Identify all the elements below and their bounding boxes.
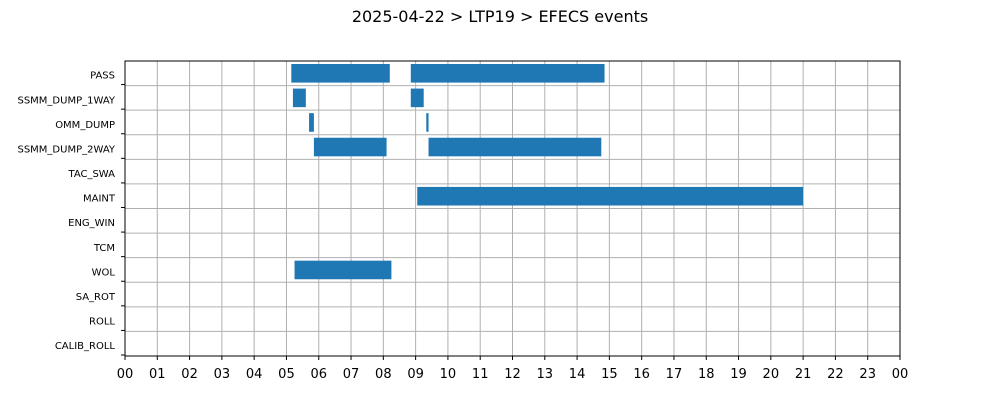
event-bar xyxy=(294,260,392,280)
event-bar xyxy=(426,113,429,132)
y-tick-label: ROLL xyxy=(89,317,115,328)
x-tick-label: 12 xyxy=(504,367,521,382)
x-tick-label: 09 xyxy=(407,367,424,382)
y-tick-label: PASS xyxy=(90,71,115,82)
y-tick-label: TCM xyxy=(93,243,115,254)
x-tick-label: 00 xyxy=(892,367,909,382)
bars-layer xyxy=(291,64,804,280)
y-tick-label: CALIB_ROLL xyxy=(55,341,116,352)
y-tick-label: ENG_WIN xyxy=(68,218,115,229)
event-bar xyxy=(309,113,314,132)
y-tick-label: SSMM_DUMP_2WAY xyxy=(17,144,115,155)
event-bar xyxy=(313,137,387,157)
event-bar xyxy=(417,186,804,206)
x-tick-label: 21 xyxy=(795,367,812,382)
event-bar xyxy=(292,88,306,108)
x-tick-label: 02 xyxy=(181,367,198,382)
event-bar xyxy=(410,64,605,83)
y-tick-label: TAC_SWA xyxy=(67,169,115,180)
y-tick-label: MAINT xyxy=(83,194,116,205)
x-tick-label: 01 xyxy=(149,367,166,382)
x-tick-label: 00 xyxy=(117,367,134,382)
event-bar xyxy=(291,64,390,83)
x-tick-label: 10 xyxy=(440,367,457,382)
x-tick-label: 17 xyxy=(666,367,683,382)
x-tick-label: 14 xyxy=(569,367,586,382)
x-tick-label: 23 xyxy=(859,367,876,382)
x-tick-label: 22 xyxy=(827,367,844,382)
x-tick-label: 15 xyxy=(601,367,618,382)
x-tick-label: 18 xyxy=(698,367,715,382)
y-tick-label: SA_ROT xyxy=(76,292,116,303)
axes-layer: PASS SSMM_DUMP_1WAY OMM_DUMP SSMM_DUMP_2WAY… xyxy=(17,60,909,382)
x-tick-label: 20 xyxy=(763,367,780,382)
x-tick-label: 11 xyxy=(472,367,489,382)
event-bar xyxy=(410,88,424,108)
x-tick-label: 04 xyxy=(246,367,263,382)
x-tick-label: 16 xyxy=(633,367,650,382)
x-tick-label: 08 xyxy=(375,367,392,382)
chart-title: 2025-04-22 > LTP19 > EFECS events xyxy=(352,7,648,26)
y-tick-label: SSMM_DUMP_1WAY xyxy=(17,95,115,106)
x-tick-label: 13 xyxy=(537,367,554,382)
event-bar xyxy=(428,137,602,157)
y-tick-label: WOL xyxy=(92,267,116,278)
x-tick-label: 05 xyxy=(278,367,295,382)
grid-layer xyxy=(124,61,901,356)
x-tick-label: 19 xyxy=(730,367,747,382)
y-tick-label: OMM_DUMP xyxy=(55,120,115,131)
x-tick-label: 06 xyxy=(310,367,327,382)
x-tick-label: 03 xyxy=(214,367,231,382)
x-tick-label: 07 xyxy=(343,367,360,382)
